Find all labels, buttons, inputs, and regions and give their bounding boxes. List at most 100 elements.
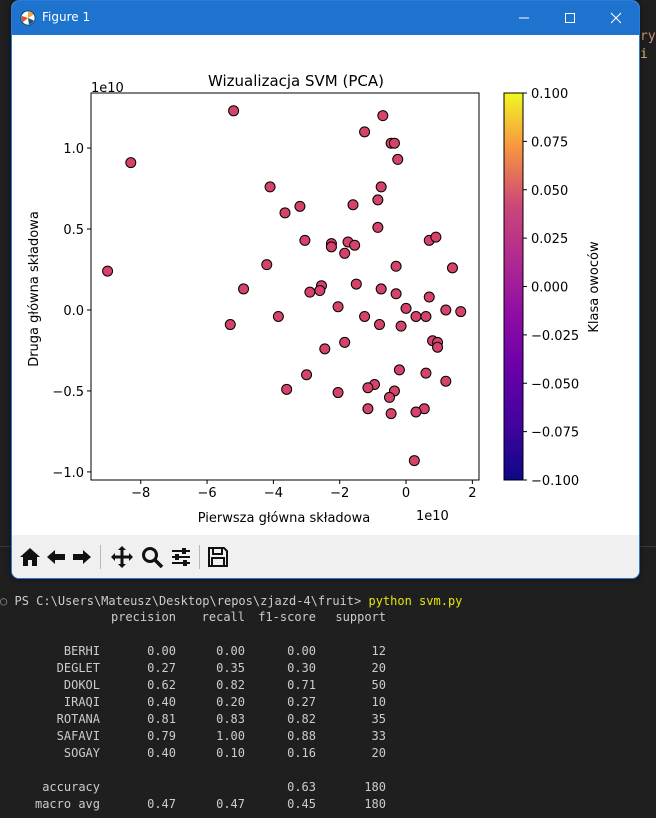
- data-point: [390, 260, 402, 272]
- data-point: [224, 319, 236, 331]
- home-icon[interactable]: [18, 545, 42, 569]
- report-cell: 180: [364, 797, 386, 811]
- report-cell: 0.62: [147, 678, 176, 692]
- scatter-points: [102, 105, 467, 467]
- data-point: [332, 387, 344, 399]
- zoom-icon[interactable]: [140, 545, 164, 569]
- report-cell: 0.63: [287, 780, 316, 794]
- configure-icon[interactable]: [169, 545, 193, 569]
- report-cell: precision: [110, 610, 176, 624]
- data-point: [410, 310, 422, 322]
- colorbar-tick-label: 0.025: [531, 232, 568, 247]
- data-point: [264, 181, 276, 193]
- data-point: [359, 126, 371, 138]
- report-cell: 33: [371, 729, 386, 743]
- data-point: [325, 241, 337, 253]
- colorbar-tick-label: −0.025: [531, 329, 579, 344]
- report-cell: 0.82: [216, 678, 245, 692]
- data-point: [372, 221, 384, 233]
- report-cell: IRAQI: [63, 695, 100, 709]
- report-cell: 0.40: [147, 695, 176, 709]
- colorbar-tick-label: 0.100: [531, 87, 568, 102]
- data-point: [362, 403, 374, 415]
- report-row: ROTANA 0.81 0.83 0.82 35: [0, 712, 656, 729]
- toolbar-separator: [100, 545, 101, 569]
- data-point: [374, 319, 386, 331]
- save-icon[interactable]: [206, 545, 230, 569]
- data-point: [350, 278, 362, 290]
- report-cell: f1-score: [258, 610, 316, 624]
- colorbar: [503, 92, 524, 481]
- close-icon: [610, 12, 622, 24]
- scatter-chart[interactable]: Wizualizacja SVM (PCA) 1e10 1e10 Pierwsz…: [12, 35, 639, 535]
- window-titlebar[interactable]: Figure 1: [12, 1, 639, 35]
- prompt-path: PS C:\Users\Mateusz\Desktop\repos\zjazd-…: [14, 594, 362, 608]
- chart-title: Wizualizacja SVM (PCA): [208, 72, 384, 90]
- report-row: SAFAVI 0.79 1.00 0.88 33: [0, 729, 656, 746]
- report-cell: 0.71: [287, 678, 316, 692]
- minimize-button[interactable]: [501, 1, 547, 35]
- report-cell: 0.83: [216, 712, 245, 726]
- bg-text-line: i: [640, 47, 648, 62]
- report-cell: 0.00: [216, 644, 245, 658]
- report-cell: 0.88: [287, 729, 316, 743]
- data-point: [125, 157, 137, 169]
- x-axis-ticks: −8 −6 −4 −2 0 2: [131, 480, 477, 501]
- report-cell: SOGAY: [63, 746, 100, 760]
- report-header: precision recall f1-score support: [0, 610, 656, 627]
- x-tick-label: −6: [197, 486, 216, 501]
- data-point: [314, 285, 326, 297]
- forward-icon[interactable]: [70, 545, 94, 569]
- report-cell: 0.82: [287, 712, 316, 726]
- data-point: [375, 283, 387, 295]
- y-offset-label: 1e10: [91, 81, 124, 96]
- y-tick-label: 0.0: [63, 304, 84, 319]
- data-point: [339, 336, 351, 348]
- report-cell: 35: [371, 712, 386, 726]
- y-axis-ticks: −1.0 −0.5 0.0 0.5 1.0: [52, 142, 91, 481]
- x-tick-label: −2: [330, 486, 349, 501]
- data-point: [339, 247, 351, 259]
- x-axis-label: Pierwsza główna składowa: [198, 511, 370, 526]
- data-point: [390, 288, 402, 300]
- report-cell: 20: [371, 746, 386, 760]
- data-point: [446, 262, 458, 274]
- report-summary-row: macro avg 0.47 0.47 0.45 180: [0, 797, 656, 814]
- report-cell: 0.00: [287, 644, 316, 658]
- report-cell: SAFAVI: [56, 729, 100, 743]
- report-cell: 12: [371, 644, 386, 658]
- data-point: [383, 391, 395, 403]
- data-point: [420, 367, 432, 379]
- terminal-output[interactable]: ○ PS C:\Users\Mateusz\Desktop\repos\zjaz…: [0, 590, 656, 818]
- x-tick-label: −4: [264, 486, 283, 501]
- y-tick-label: 1.0: [63, 142, 84, 157]
- report-cell: 10: [371, 695, 386, 709]
- data-point: [349, 239, 361, 251]
- window-title: Figure 1: [42, 10, 91, 24]
- data-point: [400, 302, 412, 314]
- data-point: [377, 110, 389, 122]
- report-cell: 0.47: [216, 797, 245, 811]
- data-point: [410, 406, 422, 418]
- x-tick-label: −8: [131, 486, 150, 501]
- prompt-marker: ○: [0, 594, 8, 608]
- colorbar-ticks: 0.100 0.075 0.050 0.025 0.000 −0.025 −0.050 −0.…: [523, 87, 579, 489]
- data-point: [261, 259, 273, 271]
- pan-icon[interactable]: [110, 545, 134, 569]
- colorbar-tick-label: −0.075: [531, 426, 579, 441]
- close-button[interactable]: [593, 1, 639, 35]
- data-point: [392, 153, 404, 165]
- bg-text-line: ry: [640, 29, 656, 44]
- y-tick-label: −1.0: [52, 466, 84, 481]
- navigation-toolbar: [12, 535, 639, 578]
- report-cell: 0.27: [147, 661, 176, 675]
- figure-canvas[interactable]: Wizualizacja SVM (PCA) 1e10 1e10 Pierwsz…: [12, 35, 639, 535]
- colorbar-tick-label: −0.050: [531, 377, 579, 392]
- maximize-button[interactable]: [547, 1, 593, 35]
- report-cell: recall: [201, 610, 245, 624]
- figure-window[interactable]: Figure 1 Wi: [11, 0, 640, 579]
- back-icon[interactable]: [44, 545, 68, 569]
- command-text: python svm.py: [368, 594, 463, 608]
- background-editor-text: ry i: [640, 28, 656, 68]
- report-cell: 20: [371, 661, 386, 675]
